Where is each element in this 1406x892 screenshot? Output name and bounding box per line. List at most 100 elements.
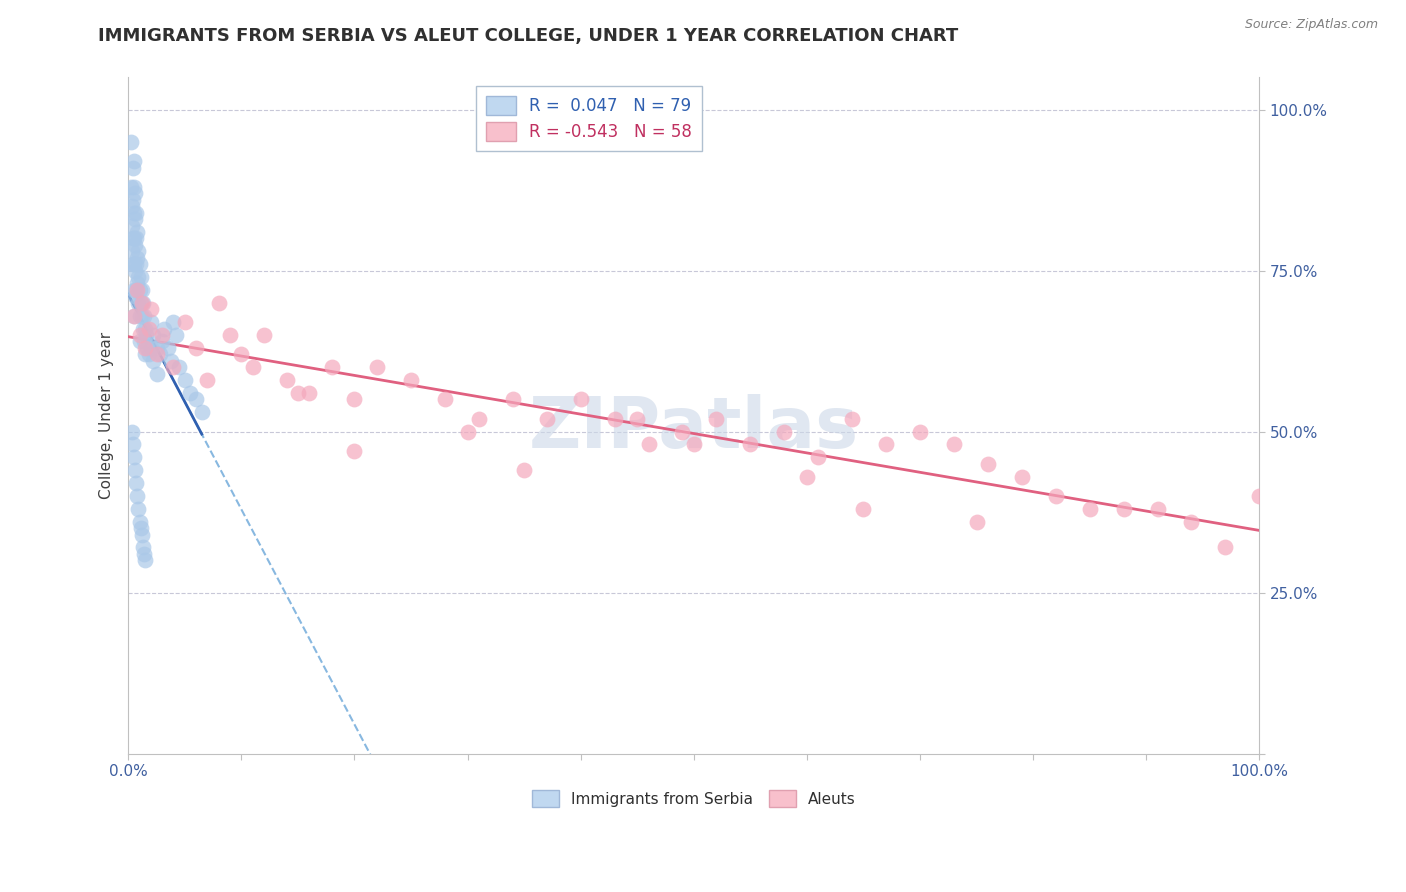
Point xyxy=(128,309,150,323)
Point xyxy=(399,373,422,387)
Point xyxy=(127,277,149,291)
Point xyxy=(122,257,145,271)
Point xyxy=(343,392,366,407)
Point xyxy=(132,295,155,310)
Point xyxy=(162,360,184,375)
Point xyxy=(287,386,309,401)
Point xyxy=(173,373,195,387)
Point xyxy=(841,411,863,425)
Point xyxy=(1078,501,1101,516)
Point xyxy=(219,328,242,343)
Point xyxy=(120,135,142,149)
Point xyxy=(875,437,897,451)
Point xyxy=(125,476,148,491)
Point xyxy=(1146,501,1168,516)
Point xyxy=(121,437,143,451)
Point xyxy=(127,489,149,503)
Point xyxy=(124,237,146,252)
Point xyxy=(122,309,145,323)
Point xyxy=(160,353,183,368)
Point xyxy=(184,341,207,355)
Point xyxy=(1112,501,1135,516)
Point xyxy=(156,341,179,355)
Point xyxy=(167,360,190,375)
Legend: Immigrants from Serbia, Aleuts: Immigrants from Serbia, Aleuts xyxy=(526,783,862,814)
Point xyxy=(136,341,159,355)
Point xyxy=(127,225,149,239)
Point xyxy=(124,289,146,303)
Point xyxy=(145,347,167,361)
Text: Source: ZipAtlas.com: Source: ZipAtlas.com xyxy=(1244,18,1378,31)
Point xyxy=(139,302,162,317)
Point xyxy=(121,193,143,207)
Point xyxy=(124,186,146,201)
Point xyxy=(121,219,143,233)
Point xyxy=(242,360,264,375)
Point xyxy=(122,205,145,219)
Point xyxy=(1215,541,1237,555)
Point xyxy=(124,263,146,277)
Point xyxy=(253,328,276,343)
Point xyxy=(977,457,1000,471)
Point xyxy=(231,347,253,361)
Y-axis label: College, Under 1 year: College, Under 1 year xyxy=(100,332,114,499)
Point xyxy=(132,321,155,335)
Point xyxy=(132,309,155,323)
Point xyxy=(603,411,626,425)
Point xyxy=(162,315,184,329)
Point xyxy=(127,244,149,259)
Point xyxy=(128,515,150,529)
Point xyxy=(366,360,388,375)
Point xyxy=(139,341,162,355)
Point xyxy=(127,270,149,285)
Point xyxy=(145,341,167,355)
Point xyxy=(740,437,762,451)
Point xyxy=(129,521,152,535)
Point xyxy=(134,553,156,567)
Point xyxy=(208,295,231,310)
Point xyxy=(122,180,145,194)
Point xyxy=(134,347,156,361)
Point xyxy=(468,411,491,425)
Point xyxy=(121,244,143,259)
Point xyxy=(128,283,150,297)
Point xyxy=(298,386,321,401)
Point xyxy=(908,425,931,439)
Point xyxy=(132,547,155,561)
Point xyxy=(457,425,479,439)
Point xyxy=(343,443,366,458)
Point xyxy=(138,347,160,361)
Point xyxy=(121,199,143,213)
Point xyxy=(124,463,146,477)
Point xyxy=(134,341,156,355)
Point xyxy=(179,386,201,401)
Point xyxy=(129,270,152,285)
Point xyxy=(852,501,875,516)
Point xyxy=(121,161,143,175)
Point xyxy=(671,425,693,439)
Point xyxy=(682,437,704,451)
Point xyxy=(127,295,149,310)
Point xyxy=(433,392,456,407)
Point xyxy=(124,212,146,227)
Point xyxy=(942,437,965,451)
Point xyxy=(1011,469,1033,483)
Point xyxy=(150,334,173,349)
Point xyxy=(150,328,173,343)
Point xyxy=(121,231,143,245)
Point xyxy=(276,373,298,387)
Point xyxy=(796,469,818,483)
Point xyxy=(184,392,207,407)
Point xyxy=(131,283,153,297)
Point xyxy=(1045,489,1067,503)
Point xyxy=(125,205,148,219)
Point xyxy=(165,328,187,343)
Point xyxy=(125,283,148,297)
Point xyxy=(122,309,145,323)
Point xyxy=(122,450,145,465)
Point xyxy=(128,257,150,271)
Point xyxy=(129,295,152,310)
Point xyxy=(1180,515,1202,529)
Point xyxy=(120,180,142,194)
Point xyxy=(132,541,155,555)
